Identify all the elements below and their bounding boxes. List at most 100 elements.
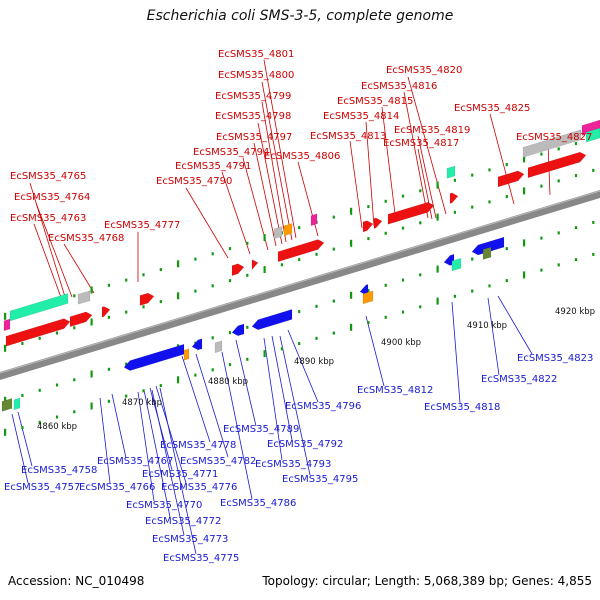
gene-label[interactable]: EcSMS35_4794 bbox=[193, 147, 269, 158]
gene-feature bbox=[497, 170, 525, 188]
leader-line bbox=[417, 135, 437, 219]
tick-mark bbox=[246, 325, 249, 329]
tick-mark bbox=[107, 399, 110, 403]
leader-line bbox=[221, 171, 251, 255]
tick-mark bbox=[574, 174, 578, 178]
gene-label[interactable]: EcSMS35_4797 bbox=[216, 132, 292, 143]
tick-mark bbox=[90, 286, 93, 294]
gene-label[interactable]: EcSMS35_4798 bbox=[215, 111, 291, 122]
gene-label[interactable]: EcSMS35_4792 bbox=[267, 439, 343, 450]
tick-mark bbox=[298, 226, 301, 230]
gene-label[interactable]: EcSMS35_4820 bbox=[386, 65, 462, 76]
leader-line bbox=[497, 295, 533, 355]
tick-mark bbox=[194, 289, 197, 293]
gene-feature bbox=[69, 311, 93, 328]
gene-label[interactable]: EcSMS35_4776 bbox=[161, 482, 237, 493]
leader-lines bbox=[11, 59, 551, 555]
gene-label[interactable]: EcSMS35_4825 bbox=[454, 103, 530, 114]
gene-label[interactable]: EcSMS35_4814 bbox=[323, 111, 399, 122]
tick-mark bbox=[453, 294, 456, 298]
tick-mark bbox=[73, 294, 76, 298]
gene-label[interactable]: EcSMS35_4786 bbox=[220, 498, 296, 509]
tick-mark bbox=[142, 389, 145, 393]
tick-mark bbox=[523, 155, 526, 163]
gene-label[interactable]: EcSMS35_4778 bbox=[160, 440, 236, 451]
tick-mark bbox=[159, 300, 162, 304]
gene-label[interactable]: EcSMS35_4793 bbox=[255, 459, 331, 470]
gene-label[interactable]: EcSMS35_4789 bbox=[223, 424, 299, 435]
gene-label[interactable]: EcSMS35_4795 bbox=[282, 474, 358, 485]
gene-feature bbox=[231, 263, 245, 276]
gene-label[interactable]: EcSMS35_4770 bbox=[126, 500, 202, 511]
tick-mark bbox=[263, 266, 266, 274]
gene-feature bbox=[277, 239, 325, 263]
gene-label[interactable]: EcSMS35_4782 bbox=[180, 456, 256, 467]
gene-label[interactable]: EcSMS35_4767 bbox=[97, 456, 173, 467]
leader-line bbox=[403, 91, 429, 219]
tick-mark bbox=[55, 383, 59, 387]
tick-mark bbox=[557, 231, 560, 235]
leader-line bbox=[33, 223, 63, 301]
gene-label[interactable]: EcSMS35_4819 bbox=[394, 125, 470, 136]
gene-label[interactable]: EcSMS35_4817 bbox=[383, 138, 459, 149]
gene-label[interactable]: EcSMS35_4799 bbox=[215, 91, 291, 102]
leader-line bbox=[137, 391, 155, 502]
gene-label[interactable]: EcSMS35_4806 bbox=[264, 151, 340, 162]
gene-label[interactable]: EcSMS35_4763 bbox=[10, 213, 86, 224]
gene-feature bbox=[449, 192, 459, 204]
leader-line bbox=[261, 101, 287, 243]
tick-mark bbox=[384, 231, 387, 235]
gene-label[interactable]: EcSMS35_4818 bbox=[424, 402, 500, 413]
tick-mark bbox=[419, 221, 422, 225]
gene-label[interactable]: EcSMS35_4772 bbox=[145, 516, 221, 527]
tick-mark bbox=[574, 258, 578, 262]
tick-mark bbox=[142, 305, 145, 309]
gene-label[interactable]: EcSMS35_4813 bbox=[310, 131, 386, 142]
tick-mark bbox=[21, 342, 24, 345]
tick-mark bbox=[436, 265, 439, 273]
gene-label[interactable]: EcSMS35_4815 bbox=[337, 96, 413, 107]
gene-label[interactable]: EcSMS35_4768 bbox=[48, 233, 124, 244]
tick-mark bbox=[73, 378, 76, 382]
gene-label[interactable]: EcSMS35_4796 bbox=[285, 401, 361, 412]
tick-mark bbox=[107, 315, 110, 319]
gene-label[interactable]: EcSMS35_4790 bbox=[156, 176, 232, 187]
tick-mark bbox=[488, 200, 491, 204]
gene-label[interactable]: EcSMS35_4816 bbox=[361, 81, 437, 92]
tick-mark bbox=[436, 297, 439, 305]
tick-mark bbox=[211, 284, 214, 288]
leader-line bbox=[271, 335, 293, 441]
gene-label[interactable]: EcSMS35_4766 bbox=[79, 482, 155, 493]
gene-feature bbox=[214, 340, 223, 354]
gene-label[interactable]: EcSMS35_4800 bbox=[218, 70, 294, 81]
gene-label[interactable]: EcSMS35_4801 bbox=[218, 49, 294, 60]
tick-mark bbox=[523, 239, 526, 247]
tick-mark bbox=[211, 368, 214, 372]
gene-label[interactable]: EcSMS35_4773 bbox=[152, 534, 228, 545]
gene-label[interactable]: EcSMS35_4775 bbox=[163, 553, 239, 564]
tick-mark bbox=[73, 410, 76, 414]
tick-mark bbox=[315, 336, 318, 340]
gene-label[interactable]: EcSMS35_4771 bbox=[142, 469, 218, 480]
tick-mark bbox=[436, 181, 439, 189]
leader-line bbox=[181, 355, 211, 443]
gene-label[interactable]: EcSMS35_4758 bbox=[21, 465, 97, 476]
gene-feature bbox=[471, 236, 505, 256]
gene-label[interactable]: EcSMS35_4765 bbox=[10, 171, 86, 182]
gene-label[interactable]: EcSMS35_4822 bbox=[481, 374, 557, 385]
gene-label[interactable]: EcSMS35_4777 bbox=[104, 220, 180, 231]
leader-line bbox=[297, 161, 319, 237]
tick-mark bbox=[453, 210, 456, 214]
tick-mark bbox=[55, 331, 59, 335]
gene-label[interactable]: EcSMS35_4791 bbox=[175, 161, 251, 172]
tick-mark bbox=[228, 279, 232, 283]
gene-label[interactable]: EcSMS35_4827 bbox=[516, 132, 592, 143]
gene-label[interactable]: EcSMS35_4823 bbox=[517, 353, 593, 364]
tick-mark bbox=[228, 363, 232, 367]
gene-label[interactable]: EcSMS35_4757 bbox=[4, 482, 80, 493]
leader-line bbox=[155, 385, 187, 484]
tick-mark bbox=[246, 273, 249, 277]
gene-label[interactable]: EcSMS35_4764 bbox=[14, 192, 90, 203]
gene-feature bbox=[77, 290, 91, 305]
gene-label[interactable]: EcSMS35_4812 bbox=[357, 385, 433, 396]
